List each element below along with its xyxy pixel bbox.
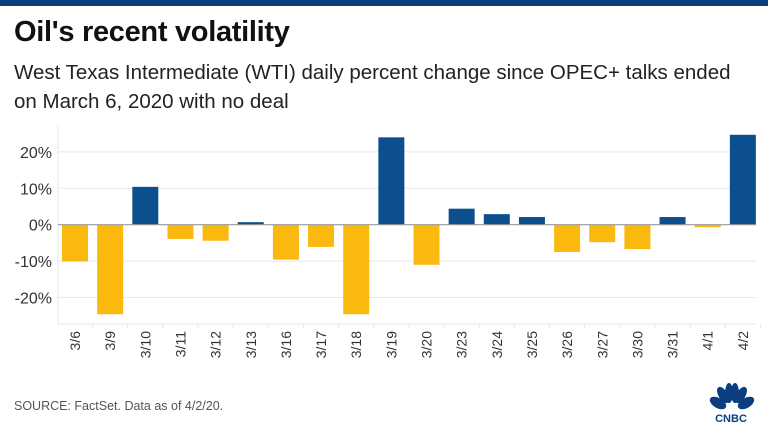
- x-tick-label: 4/2: [735, 331, 751, 351]
- x-tick-label: 3/6: [67, 331, 83, 351]
- bar-3/26: [554, 224, 581, 252]
- bar-3/27: [589, 224, 616, 243]
- x-tick-label: 3/23: [454, 331, 470, 358]
- x-tick-label: 3/17: [313, 331, 329, 358]
- x-tick-label: 3/20: [419, 331, 435, 358]
- x-tick-label: 3/19: [383, 331, 399, 358]
- x-tick-label: 3/27: [594, 331, 610, 358]
- bar-3/31: [659, 217, 686, 225]
- svg-text:CNBC: CNBC: [715, 413, 747, 424]
- bar-3/6: [62, 224, 88, 262]
- bar-4/1: [694, 224, 721, 228]
- x-tick-label: 3/13: [243, 331, 259, 358]
- y-tick-label: 0%: [29, 218, 52, 235]
- x-tick-label: 3/31: [665, 331, 681, 358]
- y-tick-label: 20%: [20, 145, 52, 162]
- x-tick-label: 3/11: [172, 331, 188, 357]
- bar-3/20: [413, 224, 440, 265]
- x-tick-label: 3/25: [524, 331, 540, 358]
- bar-3/9: [97, 224, 124, 315]
- bar-3/24: [483, 214, 510, 225]
- cnbc-peacock-logo: CNBC: [709, 383, 755, 424]
- bar-4/2: [729, 134, 756, 225]
- bar-3/25: [518, 217, 545, 225]
- bar-3/18: [343, 224, 370, 315]
- x-tick-label: 4/1: [700, 331, 716, 351]
- bar-3/19: [378, 137, 405, 225]
- x-tick-label: 3/18: [348, 331, 364, 358]
- x-tick-label: 3/9: [102, 331, 118, 351]
- bar-3/13: [237, 222, 264, 225]
- chart-subtitle: West Texas Intermediate (WTI) daily perc…: [14, 61, 731, 113]
- y-tick-label: 10%: [20, 181, 52, 198]
- bar-3/10: [132, 186, 159, 225]
- bar-3/30: [624, 224, 651, 250]
- x-tick-label: 3/12: [208, 331, 224, 358]
- x-tick-label: 3/26: [559, 331, 575, 358]
- bar-3/23: [448, 208, 475, 225]
- bar-3/11: [167, 224, 194, 239]
- bar-3/12: [202, 224, 229, 241]
- bar-3/17: [308, 224, 335, 247]
- x-tick-label: 3/30: [629, 331, 645, 358]
- y-tick-label: -20%: [15, 291, 52, 308]
- source-note: SOURCE: FactSet. Data as of 4/2/20.: [14, 399, 224, 413]
- top-bar: [0, 0, 768, 6]
- chart-title: Oil's recent volatility: [14, 16, 290, 48]
- x-tick-label: 3/24: [489, 331, 505, 358]
- x-tick-label: 3/10: [137, 331, 153, 358]
- bar-3/16: [272, 224, 299, 260]
- x-tick-label: 3/16: [278, 331, 294, 358]
- y-tick-label: -10%: [15, 254, 52, 271]
